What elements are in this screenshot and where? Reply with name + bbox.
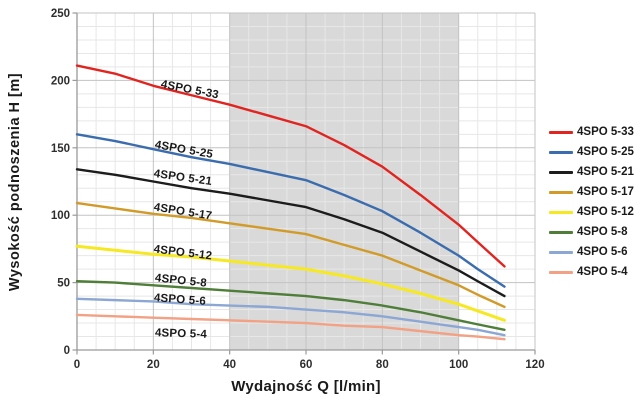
y-tick-label: 250 — [51, 8, 70, 20]
curve-label-4spo-5-25: 4SPO 5-25 — [154, 139, 214, 161]
legend-swatch-4spo-5-21 — [549, 170, 573, 174]
curve-label-4spo-5-6: 4SPO 5-6 — [154, 292, 207, 308]
x-tick-label: 60 — [300, 359, 313, 371]
legend-label: 4SPO 5-4 — [577, 266, 628, 278]
x-tick-label: 80 — [376, 359, 389, 371]
legend-item-4spo-5-25: 4SPO 5-25 — [549, 142, 634, 162]
series-line-4spo-5-17 — [75, 201, 506, 309]
y-tick-label: 50 — [57, 278, 70, 290]
legend-label: 4SPO 5-6 — [577, 246, 628, 258]
curve-label-4spo-5-17: 4SPO 5-17 — [153, 201, 213, 222]
x-tick-label: 40 — [223, 359, 236, 371]
x-tick-label: 20 — [147, 359, 160, 371]
legend-item-4spo-5-17: 4SPO 5-17 — [549, 182, 634, 202]
series-line-4spo-5-6 — [75, 297, 506, 337]
legend-swatch-4spo-5-4 — [549, 270, 573, 274]
legend-swatch-4spo-5-6 — [549, 250, 573, 254]
series-line-4spo-5-4 — [75, 313, 506, 341]
y-tick-label: 150 — [51, 143, 70, 155]
y-axis-title: Wysokość podnoszenia H [m] — [7, 72, 23, 292]
series-line-4spo-5-12 — [75, 244, 506, 322]
x-tick-label: 0 — [74, 359, 80, 371]
series-line-4spo-5-25 — [75, 133, 506, 288]
curve-label-4spo-5-12: 4SPO 5-12 — [153, 243, 213, 262]
series-line-4spo-5-21 — [75, 168, 506, 298]
legend-swatch-4spo-5-12 — [549, 210, 573, 214]
legend-label: 4SPO 5-12 — [577, 206, 634, 218]
legend-label: 4SPO 5-21 — [577, 166, 634, 178]
legend-swatch-4spo-5-8 — [549, 230, 573, 234]
legend-item-4spo-5-4: 4SPO 5-4 — [549, 262, 634, 282]
curve-label-4spo-5-4: 4SPO 5-4 — [155, 327, 208, 341]
legend-label: 4SPO 5-8 — [577, 226, 628, 238]
legend-label: 4SPO 5-33 — [577, 126, 634, 138]
curve-label-4spo-5-8: 4SPO 5-8 — [154, 272, 207, 289]
y-tick-label: 100 — [51, 210, 70, 222]
legend-item-4spo-5-21: 4SPO 5-21 — [549, 162, 634, 182]
y-tick-label: 200 — [51, 75, 70, 87]
legend-swatch-4spo-5-33 — [549, 130, 573, 134]
legend-swatch-4spo-5-25 — [549, 150, 573, 154]
legend-item-4spo-5-12: 4SPO 5-12 — [549, 202, 634, 222]
legend-item-4spo-5-33: 4SPO 5-33 — [549, 122, 634, 142]
legend-label: 4SPO 5-25 — [577, 146, 634, 158]
legend-item-4spo-5-6: 4SPO 5-6 — [549, 242, 634, 262]
legend: 4SPO 5-33 4SPO 5-25 4SPO 5-21 4SPO 5-17 4SPO… — [549, 122, 634, 282]
legend-item-4spo-5-8: 4SPO 5-8 — [549, 222, 634, 242]
y-tick-label: 0 — [64, 345, 70, 357]
x-tick-label: 100 — [449, 359, 468, 371]
legend-swatch-4spo-5-17 — [549, 190, 573, 194]
legend-label: 4SPO 5-17 — [577, 186, 634, 198]
curve-label-4spo-5-21: 4SPO 5-21 — [153, 168, 213, 188]
series-line-4spo-5-33 — [75, 64, 506, 268]
series-line-4spo-5-8 — [75, 280, 506, 331]
x-tick-label: 120 — [525, 359, 544, 371]
x-axis-title: Wydajność Q [l/min] — [231, 378, 381, 395]
